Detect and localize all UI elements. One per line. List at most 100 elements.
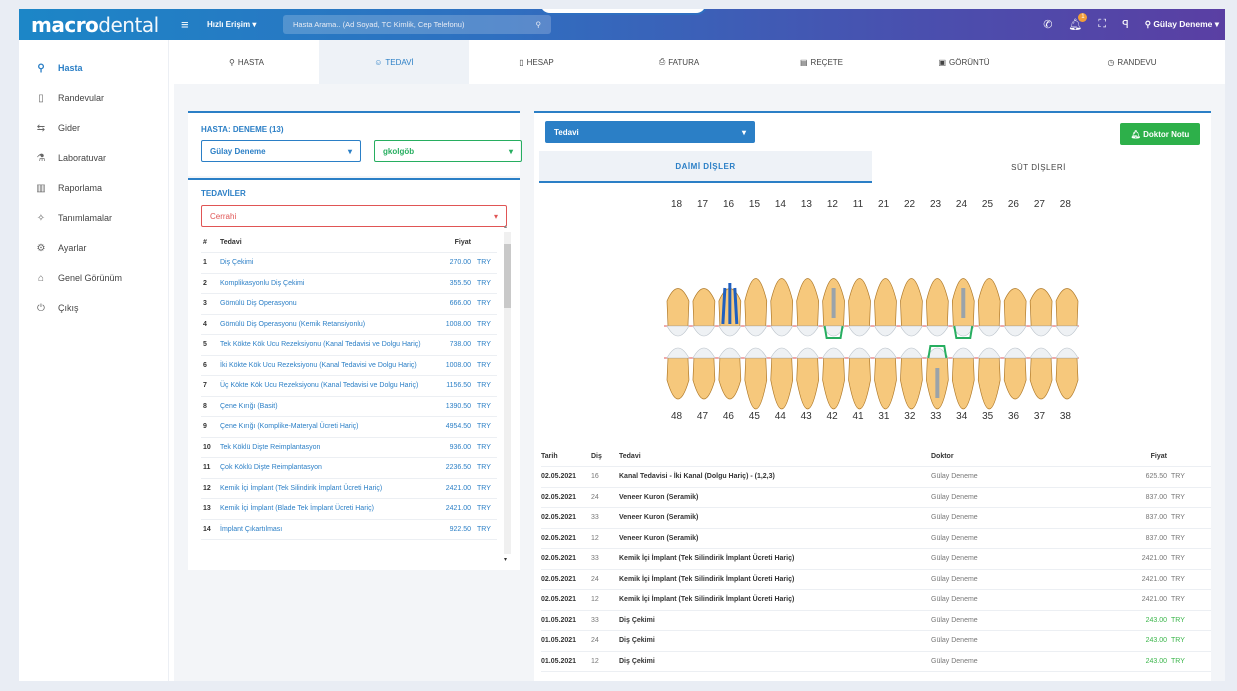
mode-select[interactable]: Tedavi ▾: [545, 121, 755, 143]
tooth-number[interactable]: 38: [1059, 411, 1071, 422]
dental-chart-diagram[interactable]: [664, 228, 1079, 418]
tooth-number[interactable]: 12: [826, 199, 838, 210]
tooth-number[interactable]: 47: [696, 411, 709, 422]
sidebar-item-7[interactable]: ⌂ Genel Görünüm: [19, 263, 168, 293]
language-icon[interactable]: ꟼ: [1122, 19, 1129, 31]
row-tooth: 24: [591, 487, 619, 508]
tooth-number[interactable]: 23: [929, 199, 942, 210]
tooth-number[interactable]: 24: [955, 199, 968, 210]
tab-5[interactable]: ▣ GÖRÜNTÜ: [889, 40, 1039, 84]
tooth-number[interactable]: 28: [1059, 199, 1071, 210]
sidebar-item-3[interactable]: ⚗ Laboratuvar: [19, 143, 168, 173]
table-row[interactable]: 02.05.2021 24 Veneer Kuron (Seramik) Gül…: [541, 487, 1211, 508]
sidebar-item-5[interactable]: ✧ Tanımlamalar: [19, 203, 168, 233]
table-row[interactable]: 3 Gömülü Diş Operasyonu 666.00 TRY: [201, 293, 497, 315]
sidebar-item-8[interactable]: ⏻ Çıkış: [19, 293, 168, 323]
menu-icon[interactable]: ≡: [181, 17, 189, 32]
tooth-number[interactable]: 14: [774, 199, 786, 210]
sidebar-item-1[interactable]: ▯ Randevular: [19, 83, 168, 113]
tooth-number[interactable]: 17: [696, 199, 709, 210]
tooth-number[interactable]: 35: [982, 411, 994, 422]
table-row[interactable]: 11 Çok Köklü Dişte Reimplantasyon 2236.5…: [201, 457, 497, 479]
table-row[interactable]: 5 Tek Kökte Kök Ucu Rezeksiyonu (Kanal T…: [201, 334, 497, 356]
lower-tooth: [848, 357, 871, 410]
tooth-number[interactable]: 44: [774, 411, 786, 422]
sidebar-item-0[interactable]: ⚲ Hasta: [19, 53, 168, 83]
phone-icon[interactable]: ✆: [1043, 19, 1053, 31]
tab-milk-teeth[interactable]: SÜT DİŞLERİ: [1011, 162, 1066, 172]
tooth-number[interactable]: 45: [748, 411, 760, 422]
tooth-number[interactable]: 43: [800, 411, 812, 422]
table-row[interactable]: 02.05.2021 12 Kemik İçi İmplant (Tek Sil…: [541, 589, 1211, 611]
tooth-number[interactable]: 22: [903, 199, 916, 210]
tab-1[interactable]: ☺ TEDAVİ: [319, 40, 469, 84]
category-select[interactable]: Cerrahi ▾: [201, 205, 507, 227]
tooth-number[interactable]: 18: [671, 199, 683, 210]
tooth-number[interactable]: 15: [748, 199, 761, 210]
table-row[interactable]: 1 Diş Çekimi 270.00 TRY: [201, 252, 497, 274]
table-row[interactable]: 02.05.2021 33 Veneer Kuron (Seramik) Gül…: [541, 507, 1211, 529]
tooth-number[interactable]: 11: [852, 199, 864, 210]
tooth-number[interactable]: 34: [956, 411, 968, 422]
table-row[interactable]: 9 Çene Kırığı (Komplike-Materyal Ücreti …: [201, 416, 497, 438]
tooth-number[interactable]: 21: [878, 199, 890, 210]
tab-0[interactable]: ⚲ HASTA: [174, 40, 319, 84]
main-content: ⚲ HASTA ☺ TEDAVİ ▯ HESAP ⎙ FATURA ▤ REÇETE ▣ GÖRÜNT…: [174, 40, 1225, 681]
fullscreen-icon[interactable]: ⛶: [1098, 18, 1107, 30]
tab-icon: ⎙: [658, 57, 666, 66]
tooth-number[interactable]: 33: [930, 411, 942, 422]
treatments-scrollbar[interactable]: ▴ ▾: [504, 224, 511, 563]
upper-crown: [796, 325, 820, 337]
tab-6[interactable]: ◷ RANDEVU: [1039, 40, 1225, 84]
tooth-number[interactable]: 32: [904, 411, 916, 422]
upper-crown: [692, 325, 716, 337]
table-row[interactable]: 02.05.2021 12 Veneer Kuron (Seramik) Gül…: [541, 528, 1211, 549]
tooth-number[interactable]: 48: [671, 411, 683, 422]
table-row[interactable]: 10 Tek Köklü Dişte Reimplantasyon 936.00…: [201, 437, 497, 458]
tab-4[interactable]: ▤ REÇETE: [754, 40, 889, 84]
doctor-note-button[interactable]: 🔔︎ Doktor Notu: [1120, 123, 1200, 145]
table-row[interactable]: 02.05.2021 24 Kemik İçi İmplant (Tek Sil…: [541, 569, 1211, 590]
tab-permanent-teeth[interactable]: DAİMİ DİŞLER: [539, 151, 872, 183]
sidebar-item-6[interactable]: ⚙ Ayarlar: [19, 233, 168, 263]
sidebar-item-4[interactable]: ▥ Raporlama: [19, 173, 168, 203]
upper-tooth: [666, 288, 690, 327]
upper-crown: [925, 325, 949, 337]
table-row[interactable]: 01.05.2021 24 Diş Çekimi Gülay Deneme 24…: [541, 630, 1211, 652]
tooth-number[interactable]: 31: [878, 411, 890, 422]
tooth-number[interactable]: 42: [826, 411, 838, 422]
doctor-select[interactable]: Gülay Deneme ▾: [201, 140, 361, 162]
row-price: 1156.50: [440, 375, 475, 397]
tab-3[interactable]: ⎙ FATURA: [604, 40, 754, 84]
patient-search-input[interactable]: Hasta Arama.. (Ad Soyad, TC Kimlik, Cep …: [283, 15, 551, 34]
table-row[interactable]: 13 Kemik İçi İmplant (Blade Tek İmplant …: [201, 498, 497, 520]
tooth-number[interactable]: 46: [722, 411, 734, 422]
table-row[interactable]: 02.05.2021 16 Kanal Tedavisi - İki Kanal…: [541, 466, 1211, 488]
tooth-number[interactable]: 37: [1033, 411, 1046, 422]
tooth-number[interactable]: 41: [852, 411, 864, 422]
tooth-number[interactable]: 36: [1007, 411, 1020, 422]
table-row[interactable]: 01.05.2021 12 Diş Çekimi Gülay Deneme 24…: [541, 651, 1211, 672]
table-row[interactable]: 02.05.2021 33 Kemik İçi İmplant (Tek Sil…: [541, 548, 1211, 570]
table-row[interactable]: 01.05.2021 33 Diş Çekimi Gülay Deneme 24…: [541, 610, 1211, 631]
tab-2[interactable]: ▯ HESAP: [469, 40, 604, 84]
tooth-number[interactable]: 13: [800, 199, 812, 210]
tooth-number[interactable]: 27: [1033, 199, 1045, 210]
table-row[interactable]: 12 Kemik İçi İmplant (Tek Silindirik İmp…: [201, 478, 497, 499]
table-row[interactable]: 2 Komplikasyonlu Diş Çekimi 355.50 TRY: [201, 273, 497, 294]
logo[interactable]: macrodental: [31, 12, 159, 37]
tooth-number[interactable]: 26: [1007, 199, 1019, 210]
sidebar-item-label: Tanımlamalar: [58, 213, 113, 223]
table-row[interactable]: 6 İki Kökte Kök Ucu Rezeksiyonu (Kanal T…: [201, 355, 497, 376]
user-menu[interactable]: ⚲ Gülay Deneme ▾: [1144, 19, 1219, 29]
quick-access-menu[interactable]: Hızlı Erişim ▾: [207, 20, 257, 29]
sidebar-item-2[interactable]: ⇆ Gider: [19, 113, 168, 143]
table-row[interactable]: 4 Gömülü Diş Operasyonu (Kemik Retansiyo…: [201, 314, 497, 335]
table-row[interactable]: 14 İmplant Çıkartılması 922.50 TRY: [201, 519, 497, 540]
secondary-select[interactable]: gkolgöb ▾: [374, 140, 522, 162]
tooth-number[interactable]: 25: [981, 199, 994, 210]
table-row[interactable]: 7 Üç Kökte Kök Ucu Rezeksiyonu (Kanal Te…: [201, 375, 497, 397]
bell-icon[interactable]: 🔔︎ 1: [1068, 13, 1088, 31]
table-row[interactable]: 8 Çene Kırığı (Basit) 1390.50 TRY: [201, 396, 497, 417]
tooth-number[interactable]: 16: [722, 199, 735, 210]
